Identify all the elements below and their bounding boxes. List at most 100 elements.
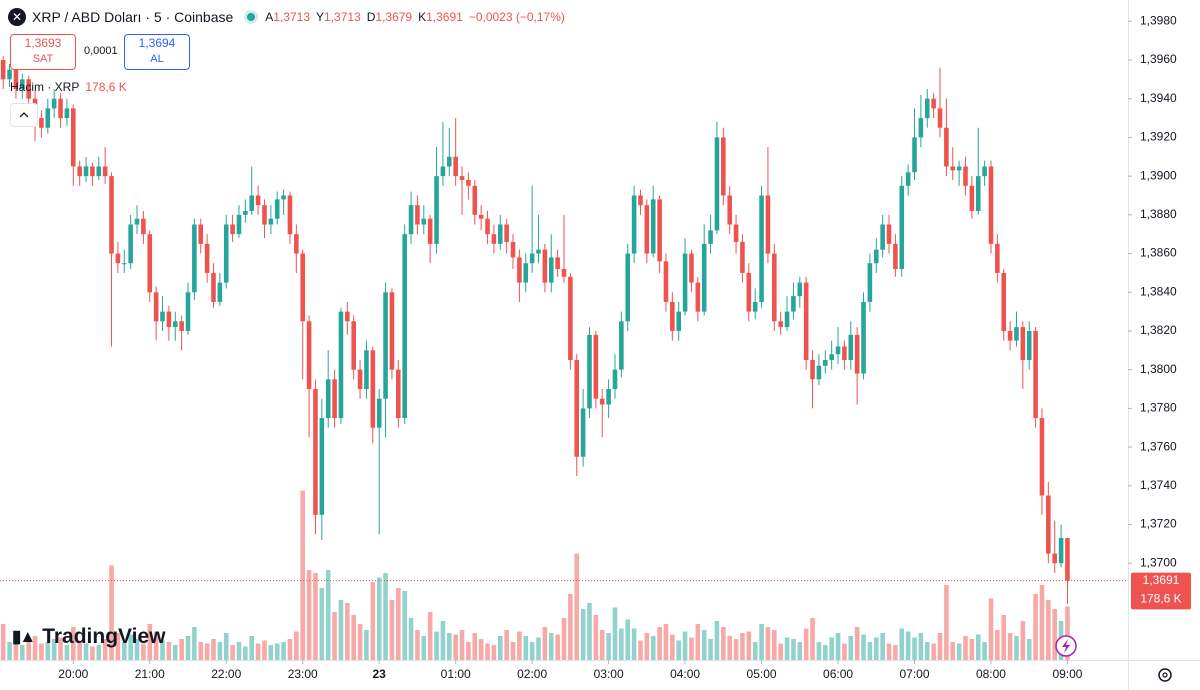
candle-body — [893, 243, 898, 270]
candle-body — [714, 137, 720, 231]
volume-bar — [262, 640, 267, 660]
volume-bar — [905, 631, 911, 660]
candle-body — [115, 253, 121, 264]
candle-body — [918, 118, 924, 138]
ohlc-key: K — [418, 10, 427, 24]
candle-body — [995, 243, 1000, 273]
volume-bar — [1046, 600, 1051, 660]
candle-body — [816, 365, 822, 380]
volume-bar — [51, 639, 57, 660]
volume-bar — [338, 600, 344, 660]
volume-badge-label: 178,6 K — [1140, 592, 1181, 606]
volume-bar — [791, 639, 796, 660]
settings-icon[interactable] — [1158, 668, 1172, 682]
candle-body — [880, 224, 885, 250]
candle-body — [389, 292, 395, 370]
symbol-title[interactable]: XRP / ABD Doları · 5 · Coinbase — [32, 9, 234, 25]
candle-body — [160, 311, 165, 322]
candle-body — [657, 199, 662, 262]
volume-bar — [555, 634, 560, 660]
y-tick-label: 1,3880 — [1140, 207, 1177, 221]
alert-bolt — [1062, 639, 1070, 653]
candle-body — [64, 108, 70, 119]
candle-body — [969, 185, 975, 211]
ohlc-key: A — [265, 10, 274, 24]
candle-body — [166, 311, 172, 328]
volume-bar — [644, 633, 650, 660]
ohlc-open: A1,3713 — [265, 10, 310, 24]
candle-body — [912, 137, 917, 173]
volume-bar — [472, 633, 478, 660]
candle-body — [950, 166, 956, 171]
candle-body — [810, 360, 815, 380]
candle-body — [20, 79, 25, 90]
sell-button[interactable]: 1,3693 SAT — [10, 34, 76, 70]
candle-body — [204, 243, 210, 273]
volume-bar — [287, 639, 293, 660]
candle-body — [924, 98, 930, 119]
candle-body — [746, 272, 752, 312]
candle-body — [1052, 553, 1058, 564]
collapse-button[interactable] — [10, 103, 38, 127]
volume-bar — [657, 627, 662, 660]
volume-bar — [351, 615, 356, 660]
candle-body — [956, 166, 962, 171]
volume-bar — [325, 570, 331, 660]
volume-bar — [1026, 639, 1032, 660]
volume-bar — [956, 643, 962, 660]
candle-body — [963, 166, 968, 186]
x-tick-label: 01:00 — [441, 667, 471, 681]
candle-body — [383, 292, 388, 399]
candle-body — [192, 224, 197, 293]
candle-body — [58, 98, 63, 119]
volume-bar — [217, 642, 223, 660]
candle-body — [759, 195, 764, 302]
volume-bar — [32, 636, 38, 660]
volume-bar — [446, 633, 452, 660]
volume-bar — [300, 490, 306, 660]
volume-bars — [0, 490, 1070, 660]
volume-bar — [880, 633, 885, 660]
candle-body — [268, 218, 274, 225]
candle-body — [695, 282, 701, 312]
buy-button[interactable]: 1,3694 AL — [124, 34, 190, 70]
ohlc-key: D — [366, 10, 376, 24]
volume-bar — [243, 646, 248, 660]
logo-mark: ▮▲ — [12, 627, 36, 646]
volume-bar — [255, 643, 261, 660]
volume-bar — [370, 582, 376, 660]
candle-body — [1039, 418, 1045, 496]
candle-body — [791, 296, 796, 312]
volume-bar — [631, 628, 637, 660]
market-status — [247, 13, 256, 21]
y-tick-label: 1,3860 — [1140, 246, 1177, 260]
symbol-icon: ✕ — [8, 8, 26, 26]
volume-bar — [924, 642, 930, 660]
candle-body — [338, 311, 344, 419]
volume-bar — [695, 624, 701, 660]
candle-body — [485, 218, 490, 235]
sell-label: SAT — [32, 53, 54, 65]
volume-bar — [701, 630, 707, 660]
candle-body — [631, 195, 637, 254]
candle-body — [287, 195, 293, 235]
candle-body — [351, 321, 356, 370]
candle-body — [529, 253, 535, 264]
volume-bar — [396, 588, 401, 660]
candle-body — [568, 276, 573, 360]
volume-bar — [402, 591, 407, 660]
volume-bar — [899, 628, 905, 660]
volume-bar — [803, 628, 809, 660]
volume-bar — [90, 646, 95, 660]
volume-bar — [13, 639, 19, 660]
candle-body — [625, 253, 631, 322]
volume-bar — [963, 636, 968, 660]
candle-body — [313, 389, 318, 515]
x-tick-label: 06:00 — [823, 667, 853, 681]
candle-body — [619, 321, 624, 370]
volume-bar — [944, 585, 949, 660]
candle-body — [459, 176, 465, 180]
candle-body — [548, 257, 554, 283]
candle-body — [332, 379, 337, 419]
volume-bar — [975, 634, 981, 660]
